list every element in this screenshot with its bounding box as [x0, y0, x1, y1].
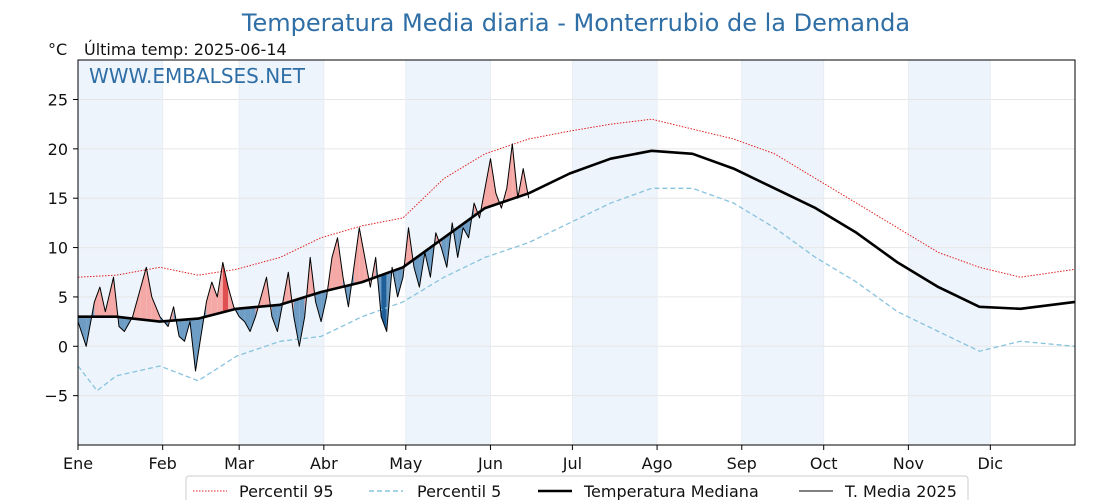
- legend-box: [185, 475, 969, 500]
- legend-label-current: T. Media 2025: [844, 482, 957, 500]
- y-tick-label: 20: [48, 140, 68, 159]
- month-band-Jul: [572, 60, 658, 445]
- series-line-p5: [77, 187, 1076, 392]
- series-line-median: [78, 149, 1076, 323]
- legend: Percentil 95 Percentil 5 Temperatura Med…: [185, 475, 969, 500]
- y-tick-label: 0: [58, 337, 68, 356]
- fill-below-median: [118, 316, 125, 332]
- fill-below-median: [195, 317, 201, 371]
- fill-below-median: [381, 273, 387, 332]
- x-tick-label: Ago: [642, 454, 673, 473]
- fill-above-median: [222, 262, 229, 313]
- fill-above-median: [359, 227, 365, 283]
- fill-above-median: [332, 237, 338, 290]
- x-tick-label: Dic: [978, 454, 1004, 473]
- fill-above-median: [484, 158, 491, 209]
- fill-below-median: [299, 297, 305, 347]
- x-tick-label: Sep: [727, 454, 757, 473]
- fill-above-median: [217, 262, 223, 314]
- fill-below-median: [179, 319, 185, 342]
- legend-label-p95: Percentil 95: [239, 482, 334, 500]
- x-tick-label: Ene: [63, 454, 93, 473]
- fill-above-median: [206, 282, 212, 317]
- x-tick-label: Jul: [562, 454, 582, 473]
- grid: [77, 60, 1075, 445]
- y-tick-label: −5: [44, 387, 68, 406]
- series-line-p95: [77, 118, 1076, 278]
- series-line-current: [77, 143, 530, 372]
- x-tick-label: Oct: [810, 454, 838, 473]
- x-tick-label: Abr: [310, 454, 338, 473]
- fill-above-median: [261, 277, 267, 307]
- watermark: WWW.EMBALSES.NET: [89, 64, 306, 88]
- fill-below-median: [271, 305, 278, 332]
- y-axis-unit-label: °C: [48, 40, 67, 59]
- series-lines: [77, 118, 1076, 392]
- fill-below-median: [413, 255, 420, 288]
- month-band-Mar: [239, 60, 324, 445]
- chart-title: Temperatura Media diaria - Monterrubio d…: [241, 9, 910, 37]
- x-tick-label: Nov: [893, 454, 924, 473]
- fill-below-median: [397, 267, 404, 297]
- fill-above-median: [94, 287, 100, 317]
- y-axis-ticks: −5 0 5 10 15 20 25: [44, 90, 78, 406]
- x-tick-label: Feb: [149, 454, 177, 473]
- month-bands: [78, 60, 991, 445]
- fill-below-median: [315, 291, 322, 322]
- y-tick-label: 25: [48, 90, 68, 109]
- x-tick-label: May: [389, 454, 422, 473]
- legend-label-median: Temperatura Mediana: [583, 482, 759, 500]
- y-tick-label: 5: [58, 288, 68, 307]
- month-band-Ene: [78, 60, 163, 445]
- month-band-Nov: [908, 60, 991, 445]
- y-tick-label: 10: [48, 239, 68, 258]
- y-tick-label: 15: [48, 189, 68, 208]
- fill-below-median: [244, 307, 251, 332]
- x-tick-label: Jun: [477, 454, 503, 473]
- fill-above-median: [211, 282, 218, 316]
- x-axis-ticks: Ene Feb Mar Abr May Jun Jul Ago Sep Oct Nov Dic: [63, 445, 1003, 473]
- fill-below-median: [250, 307, 256, 332]
- fill-above-median: [353, 227, 360, 285]
- fill-below-median: [293, 298, 300, 347]
- last-temp-label: Última temp: 2025-06-14: [84, 40, 287, 59]
- month-band-Sep: [741, 60, 824, 445]
- legend-label-p5: Percentil 5: [417, 482, 501, 500]
- plot-frame: [77, 59, 1076, 446]
- fill-above-median: [140, 267, 147, 321]
- fill-below-median: [441, 235, 447, 268]
- fill-below-median: [239, 308, 245, 322]
- fill-above-median: [146, 267, 152, 321]
- x-tick-label: Mar: [224, 454, 255, 473]
- fill-above-median: [490, 158, 496, 207]
